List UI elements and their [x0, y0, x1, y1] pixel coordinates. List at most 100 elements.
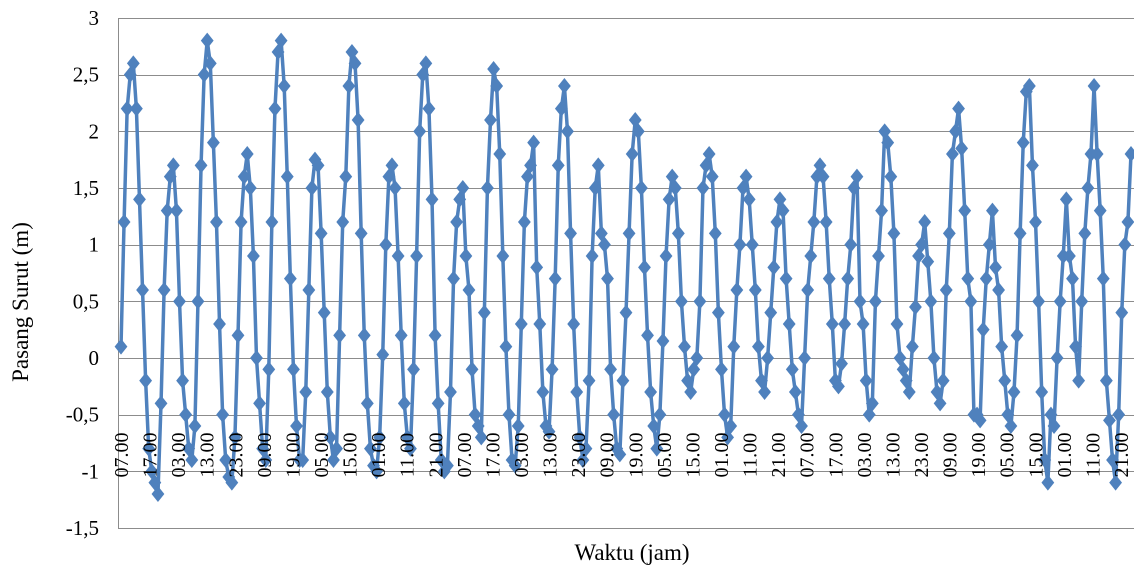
data-point	[641, 327, 654, 344]
data-point	[126, 55, 140, 72]
data-point	[305, 180, 319, 196]
data-point	[250, 350, 263, 366]
data-point	[564, 225, 577, 242]
data-point	[142, 440, 156, 457]
data-point	[502, 406, 516, 423]
data-point	[752, 338, 765, 355]
data-point	[203, 55, 217, 72]
data-point	[582, 372, 596, 389]
data-point	[918, 214, 932, 230]
data-point	[542, 423, 556, 440]
data-point	[336, 214, 350, 230]
data-point	[638, 259, 651, 276]
data-point	[1026, 157, 1039, 174]
data-point	[758, 384, 771, 400]
data-point	[351, 112, 365, 128]
data-point	[748, 282, 762, 298]
data-point	[1007, 384, 1021, 400]
data-point	[277, 78, 291, 94]
data-point	[1059, 191, 1073, 208]
data-point	[527, 134, 541, 151]
x-tick-label: 23.00	[911, 433, 933, 478]
data-point	[133, 191, 146, 208]
data-point	[936, 372, 950, 389]
data-point	[357, 327, 371, 344]
y-tick-label: 0,5	[73, 289, 99, 313]
data-point	[668, 180, 682, 196]
data-point	[554, 100, 568, 117]
data-point	[1032, 293, 1046, 310]
data-point	[299, 384, 313, 400]
data-point	[982, 236, 996, 253]
data-point	[865, 395, 879, 412]
data-point	[496, 248, 510, 264]
data-point	[465, 361, 479, 378]
x-tick-label: 03.00	[511, 433, 533, 478]
data-point	[881, 134, 895, 151]
data-point	[656, 333, 670, 349]
data-point	[441, 457, 454, 474]
data-point	[517, 214, 531, 230]
data-point	[462, 282, 476, 298]
data-point	[684, 384, 698, 400]
data-point	[1035, 384, 1049, 400]
data-point	[407, 361, 420, 378]
x-tick-label: 07.00	[797, 433, 819, 478]
data-point	[989, 259, 1002, 276]
data-point	[727, 338, 741, 355]
data-point	[410, 248, 424, 264]
data-point	[616, 372, 630, 389]
data-point	[274, 32, 288, 49]
data-point	[678, 338, 691, 355]
data-point	[394, 327, 408, 344]
data-point	[364, 440, 377, 457]
data-point	[807, 214, 821, 230]
data-point	[213, 316, 226, 332]
data-point	[296, 452, 310, 468]
data-point	[711, 304, 725, 321]
data-point	[708, 225, 722, 242]
data-point	[869, 293, 882, 310]
data-point	[995, 338, 1009, 355]
data-point	[675, 293, 688, 310]
x-tick-label: 05.00	[311, 433, 333, 478]
data-point	[801, 282, 815, 298]
data-point	[400, 429, 414, 446]
data-point	[761, 350, 775, 366]
data-point	[844, 236, 858, 253]
data-point	[413, 123, 427, 140]
data-point	[514, 316, 528, 332]
data-point	[323, 429, 337, 446]
data-point	[921, 253, 935, 270]
data-point	[511, 418, 525, 434]
data-point	[120, 100, 134, 117]
x-tick-label: 21.00	[768, 433, 790, 478]
data-point	[671, 225, 685, 242]
data-point	[265, 214, 279, 230]
y-tick-label: 0	[89, 346, 100, 370]
data-point	[1124, 146, 1134, 162]
data-point	[197, 66, 211, 83]
data-point	[302, 282, 316, 298]
data-point	[567, 316, 581, 332]
data-point	[788, 384, 802, 400]
data-point	[1053, 293, 1067, 310]
data-point	[946, 146, 959, 162]
data-point	[481, 180, 494, 196]
data-point	[1081, 180, 1095, 196]
data-point	[718, 406, 731, 423]
data-point	[795, 418, 808, 434]
data-point	[456, 180, 470, 196]
data-point	[373, 429, 387, 446]
data-point	[558, 78, 571, 94]
data-point	[1069, 338, 1082, 355]
data-point	[782, 316, 796, 332]
data-point	[259, 452, 273, 468]
x-tick-label: 01.00	[368, 433, 390, 478]
x-tick-label: 23.00	[568, 433, 590, 478]
x-tick-label: 17.00	[825, 433, 847, 478]
data-point	[450, 214, 464, 230]
data-point	[1050, 350, 1064, 366]
